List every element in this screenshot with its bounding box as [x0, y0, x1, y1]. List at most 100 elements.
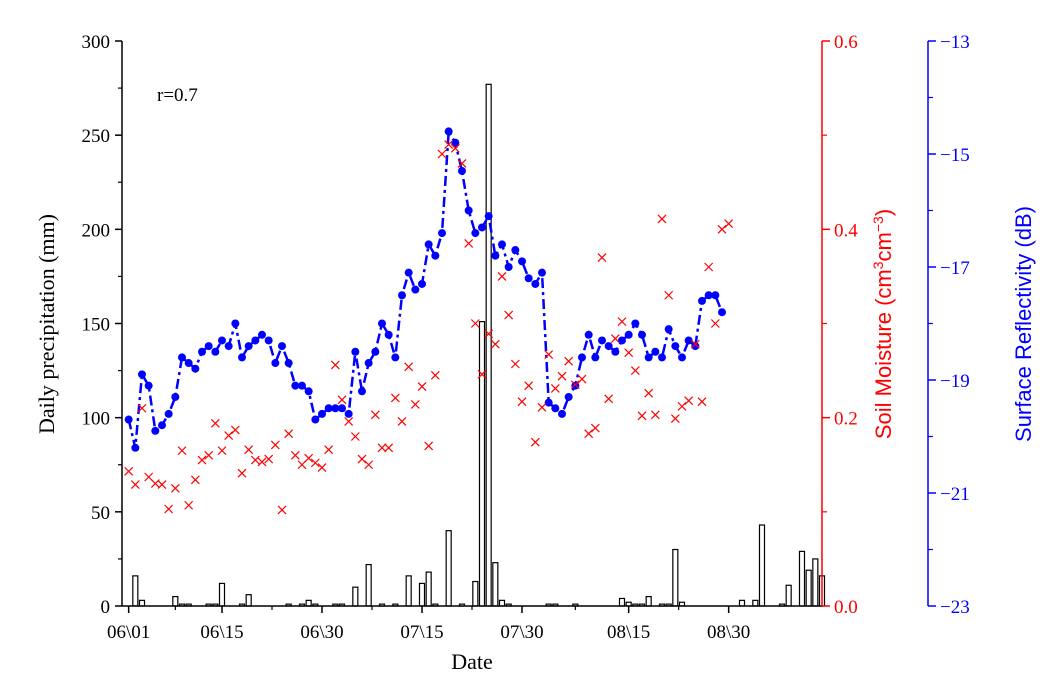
precipitation-bar: [472, 580, 479, 607]
precipitation-bar: [672, 548, 679, 607]
soil-moisture-marker-stroke: [637, 411, 647, 421]
soil-moisture-point: [704, 262, 714, 272]
soil-moisture-point: [377, 443, 387, 453]
soil-moisture-marker-stroke: [290, 450, 300, 460]
soil-moisture-point: [210, 418, 220, 428]
reflectivity-point: [131, 443, 140, 452]
soil-moisture-point: [130, 480, 140, 489]
soil-moisture-marker-stroke: [390, 393, 400, 403]
soil-moisture-point: [124, 466, 134, 476]
soil-moisture-point: [684, 396, 694, 406]
soil-moisture-point: [717, 224, 727, 234]
reflectivity-point: [431, 251, 440, 260]
reflectivity-point: [684, 336, 693, 345]
reflectivity-point: [551, 404, 560, 413]
soil-moisture-marker-stroke: [417, 382, 427, 392]
soil-moisture-point: [184, 500, 194, 510]
reflectivity-point: [678, 353, 686, 362]
soil-moisture-point: [564, 356, 574, 366]
soil-moisture-marker-stroke: [604, 394, 614, 404]
reflectivity-point: [511, 246, 520, 255]
soil-moisture-point: [244, 445, 254, 455]
soil-moisture-marker-stroke: [404, 362, 414, 372]
soil-moisture-marker-stroke: [530, 437, 540, 447]
soil-moisture-marker-stroke: [544, 350, 554, 359]
soil-moisture-marker-stroke: [517, 397, 527, 407]
reflectivity-point: [251, 336, 260, 345]
reflectivity-point: [458, 166, 466, 175]
reflectivity-point: [464, 206, 473, 215]
soil-moisture-axis-title-end: ): [871, 209, 896, 216]
soil-moisture-marker-stroke: [697, 397, 707, 407]
soil-moisture-point: [350, 432, 360, 441]
soil-moisture-marker-stroke: [357, 454, 367, 464]
soil-moisture-marker-stroke: [490, 339, 500, 349]
soil-moisture-marker-stroke: [237, 468, 247, 478]
soil-moisture-marker-stroke: [537, 402, 547, 412]
reflectivity-point: [611, 347, 620, 356]
precipitation-bar: [812, 558, 819, 607]
soil-moisture-point: [417, 382, 427, 392]
soil-moisture-point: [657, 214, 667, 224]
reflectivity-point: [144, 381, 153, 390]
precipitation-bar: [498, 599, 506, 607]
reflectivity-point: [138, 370, 146, 379]
soil-moisture-point: [217, 446, 227, 456]
soil-moisture-point: [510, 359, 520, 369]
soil-moisture-point: [250, 455, 260, 465]
precipitation-bar: [752, 599, 759, 607]
soil-moisture-marker-stroke: [244, 445, 254, 455]
soil-moisture-point: [304, 453, 314, 463]
soil-moisture-marker-stroke: [644, 388, 654, 398]
soil-moisture-point: [610, 334, 620, 343]
soil-moisture-marker-stroke: [230, 425, 240, 435]
soil-moisture-marker-stroke: [204, 450, 214, 460]
reflectivity-point: [544, 398, 553, 407]
soil-moisture-marker-stroke: [284, 429, 294, 439]
x-axis-tick-label: 08\30: [707, 622, 750, 643]
reflectivity-point: [351, 347, 360, 356]
reflectivity-point: [704, 291, 713, 300]
reflectivity-point: [698, 296, 706, 305]
soil-moisture-marker-stroke: [224, 431, 234, 440]
reflectivity-point: [158, 421, 166, 430]
soil-moisture-marker-stroke: [464, 239, 474, 248]
soil-moisture-marker-stroke: [710, 319, 720, 328]
precipitation-bar: [218, 582, 226, 607]
reflectivity-point: [384, 330, 393, 339]
reflectivity-point: [664, 325, 673, 334]
soil-moisture-marker-stroke: [137, 403, 147, 413]
soil-moisture-marker-stroke: [550, 384, 560, 393]
soil-moisture-point: [404, 362, 414, 372]
reflectivity-point: [271, 359, 280, 368]
precipitation-bar: [138, 599, 146, 607]
x-axis-tick-label: 06\15: [200, 622, 243, 643]
soil-moisture-point: [137, 403, 147, 413]
reflectivity-point: [471, 229, 480, 238]
soil-moisture-point: [410, 400, 420, 409]
reflectivity-point: [244, 342, 253, 351]
soil-moisture-point: [477, 369, 487, 379]
x-axis-tick-label: 06\30: [300, 622, 343, 643]
reflectivity-point: [404, 268, 413, 277]
soil-moisture-point: [710, 319, 720, 328]
reflectivity-line: [127, 127, 724, 449]
soil-moisture-point: [364, 460, 374, 470]
soil-moisture-marker-stroke: [657, 214, 667, 224]
soil-moisture-marker-stroke: [197, 455, 207, 465]
soil-moisture-marker-stroke: [704, 262, 714, 272]
soil-moisture-marker-stroke: [270, 440, 280, 450]
soil-moisture-marker-stroke: [684, 396, 694, 406]
reflectivity-point: [224, 342, 233, 351]
soil-moisture-point: [264, 454, 274, 464]
reflectivity-point: [438, 229, 446, 238]
precipitation-bar: [798, 550, 806, 607]
soil-moisture-axis-title: Soil Moisture (cm3cm−3): [870, 209, 896, 439]
reflectivity-point: [184, 359, 193, 368]
soil-moisture-marker-stroke: [337, 395, 347, 405]
soil-moisture-point: [237, 468, 247, 478]
soil-moisture-marker-stroke: [164, 504, 174, 514]
soil-moisture-marker-stroke: [377, 443, 387, 453]
reflectivity-point: [238, 353, 246, 362]
x-axis-tick-label: 06\01: [107, 622, 150, 643]
